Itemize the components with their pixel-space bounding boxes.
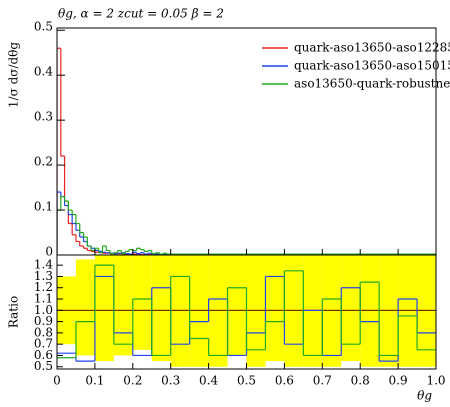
x-tick-label: 0.9 (389, 374, 408, 388)
y-tick-label: 0.4 (34, 65, 53, 79)
ratio-band (94, 255, 114, 362)
x-tick-label: 0 (53, 374, 61, 388)
ratio-y-tick-label: 0.9 (34, 314, 53, 328)
ratio-band (132, 255, 152, 350)
x-tick-label: 0.5 (237, 374, 256, 388)
x-tick-label: 0.7 (313, 374, 332, 388)
ratio-y-tick-label: 1.0 (34, 303, 53, 317)
ratio-label: Ratio (7, 296, 21, 328)
x-tick-label: 0.8 (351, 374, 370, 388)
ratio-band (113, 255, 133, 356)
ratio-band (341, 255, 361, 362)
ratio-band (227, 255, 247, 356)
y-tick-label: 0.2 (34, 155, 53, 169)
x-tick-label: 0.1 (85, 374, 104, 388)
y-tick-label: 0.5 (34, 20, 53, 34)
ratio-band (379, 255, 399, 367)
ratio-y-tick-label: 0.8 (34, 325, 53, 339)
ratio-band (189, 255, 209, 367)
chart-title: θg, α = 2 zcut = 0.05 β = 2 (58, 7, 224, 21)
legend-label: quark-aso13650-aso15015- (294, 59, 450, 73)
x-tick-label: 0.6 (275, 374, 294, 388)
y-tick-label: 0 (45, 245, 53, 259)
ratio-band (265, 255, 285, 362)
ratio-y-tick-label: 1.1 (34, 292, 53, 306)
ratio-band (284, 255, 304, 367)
y-tick-label: 0.1 (34, 200, 53, 214)
ratio-band (151, 255, 171, 362)
y-tick-label: 0.3 (34, 110, 53, 124)
ratio-band (246, 255, 266, 367)
x-tick-label: 0.3 (161, 374, 180, 388)
ratio-band (417, 255, 436, 367)
ratio-y-tick-label: 1.2 (34, 280, 53, 294)
legend-label: quark-aso13650-aso12285- (294, 41, 450, 55)
ratio-y-tick-label: 0.6 (34, 348, 53, 362)
ratio-y-tick-label: 0.7 (34, 337, 53, 351)
ratio-y-tick-label: 1.4 (34, 258, 53, 272)
ratio-band (170, 255, 190, 367)
ratio-band (208, 255, 228, 367)
legend-label: aso13650-quark-robustnes (294, 77, 450, 91)
ratio-band (75, 259, 95, 356)
ratio-plot (57, 255, 436, 367)
x-tick-label: 0.2 (123, 374, 142, 388)
x-axis-label: θg (417, 389, 432, 403)
ratio-y-tick-label: 1.3 (34, 269, 53, 283)
y-axis-label: 1/σ dσ/dθg (7, 42, 21, 109)
ratio-y-tick-label: 0.5 (34, 359, 53, 373)
ratio-band (360, 255, 380, 367)
x-tick-label: 1.0 (426, 374, 445, 388)
ratio-band (322, 255, 342, 367)
ratio-band (398, 255, 418, 367)
x-tick-label: 0.4 (199, 374, 218, 388)
